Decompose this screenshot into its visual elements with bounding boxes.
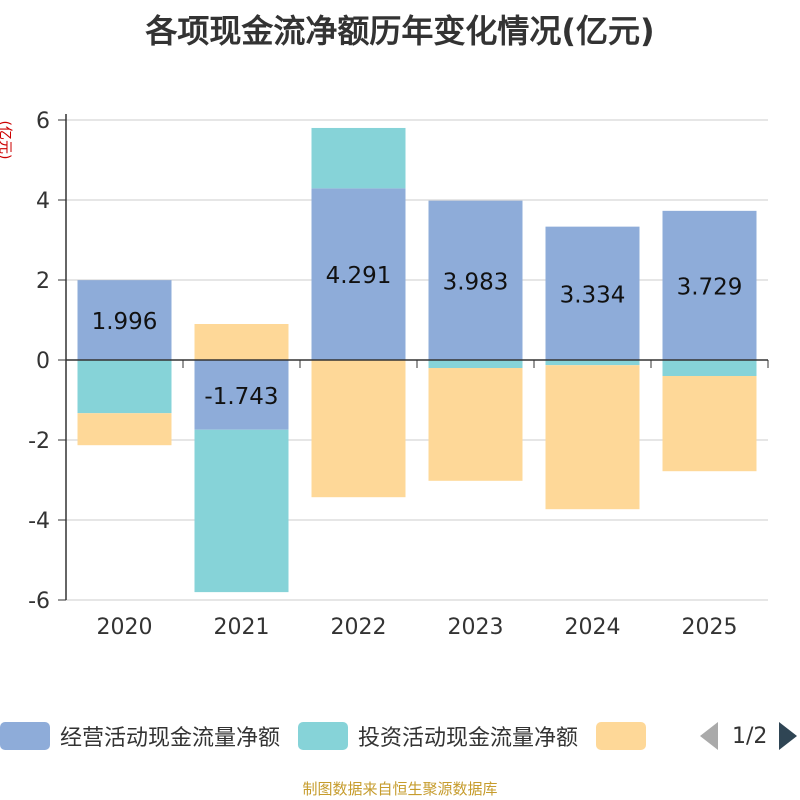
bar-financing-2024: [545, 365, 640, 510]
legend-prev-icon[interactable]: [700, 722, 718, 750]
legend-swatch-financing: [596, 722, 647, 750]
legend-next-icon[interactable]: [779, 722, 798, 750]
y-tick-label: 4: [36, 189, 50, 214]
bar-operating-2022: [311, 188, 406, 360]
legend-page-indicator: 1/2: [732, 723, 768, 749]
bar-financing-2021: [194, 324, 289, 360]
bar-investing-2024: [545, 360, 640, 366]
bar-operating-2024: [545, 226, 640, 360]
bar-financing-2023: [428, 368, 523, 481]
bar-operating-2025: [662, 210, 757, 360]
y-tick-label: -2: [28, 429, 50, 454]
legend-item-operating[interactable]: 经营活动现金流量净额: [0, 720, 280, 752]
bar-operating-2023: [428, 200, 523, 360]
legend-swatch-investing: [298, 722, 349, 750]
x-tick-label-2023: 2023: [448, 615, 504, 640]
legend-swatch-operating: [0, 722, 50, 750]
y-tick-label: 0: [36, 349, 50, 374]
bar-operating-2021: [194, 360, 289, 430]
bar-investing-2025: [662, 360, 757, 376]
legend-pager: 1/2: [700, 716, 798, 756]
x-tick-label-2024: 2024: [565, 615, 621, 640]
y-tick-label: -4: [28, 509, 50, 534]
chart-title: 各项现金流净额历年变化情况(亿元): [145, 12, 655, 50]
data-label-2022: 4.291: [326, 263, 392, 289]
data-label-2024: 3.334: [560, 282, 626, 308]
bar-operating-2020: [77, 280, 172, 360]
legend-label-investing: 投资活动现金流量净额: [358, 726, 579, 751]
data-label-2023: 3.983: [443, 269, 509, 295]
bar-investing-2021: [194, 429, 289, 593]
bar-financing-2020: [77, 413, 172, 446]
y-tick-label: -6: [28, 589, 50, 614]
legend[interactable]: 经营活动现金流量净额 投资活动现金流量净额: [0, 716, 674, 756]
legend-label-operating: 经营活动现金流量净额: [60, 726, 281, 751]
data-label-2025: 3.729: [677, 274, 743, 300]
bar-investing-2020: [77, 360, 172, 414]
x-tick-label-2021: 2021: [214, 615, 270, 640]
y-tick-label: 2: [36, 269, 50, 294]
x-tick-label-2025: 2025: [682, 615, 738, 640]
bar-investing-2023: [428, 360, 523, 368]
x-tick-label-2020: 2020: [97, 615, 153, 640]
legend-item-investing[interactable]: 投资活动现金流量净额: [298, 720, 578, 752]
data-label-2020: 1.996: [92, 309, 158, 335]
stacked-bar-chart: -6 -4 -2 0 2 4 6 1.996 -1.743 4.291 3.983 3.334 3.72…: [28, 109, 769, 640]
bar-financing-2022: [311, 360, 406, 498]
x-tick-label-2022: 2022: [331, 615, 387, 640]
y-tick-label: 6: [36, 109, 50, 134]
data-label-2021: -1.743: [204, 384, 278, 410]
legend-item-financing[interactable]: [596, 722, 656, 750]
bar-investing-2022: [311, 127, 406, 189]
data-source-footer: 制图数据来自恒生聚源数据库: [302, 780, 498, 798]
bar-financing-2025: [662, 376, 757, 472]
